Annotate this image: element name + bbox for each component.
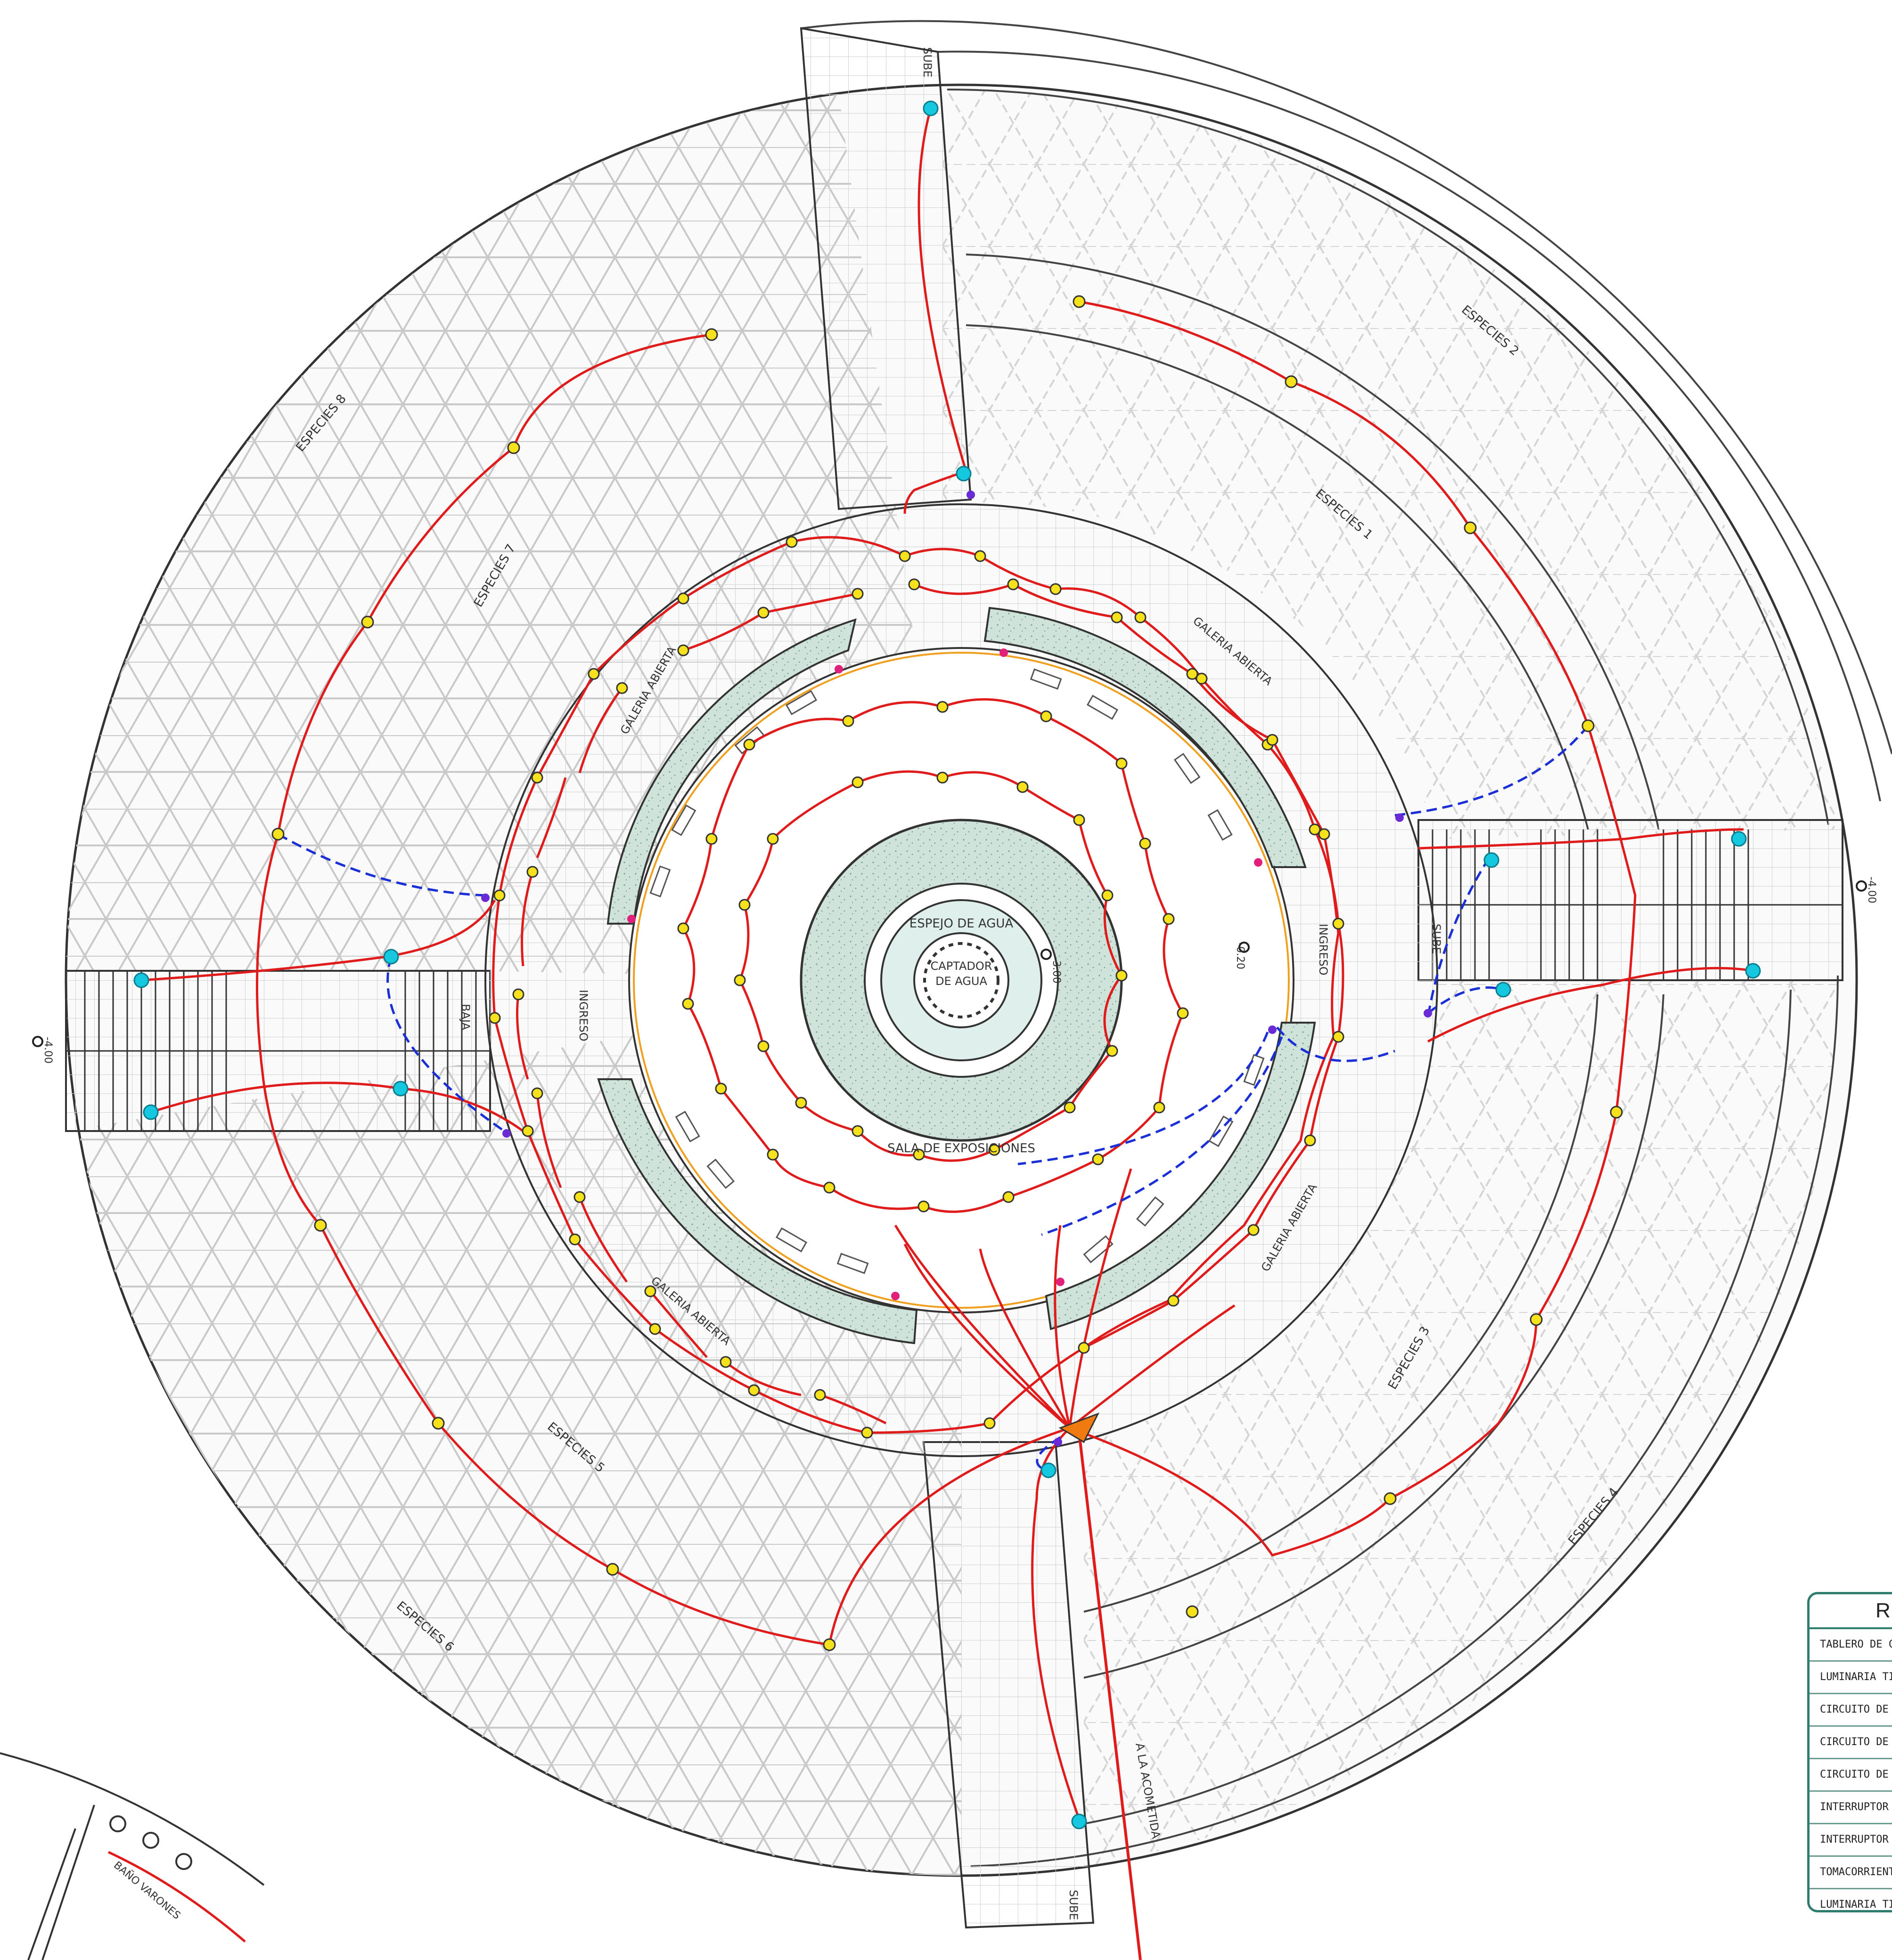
legend-row: TABLERO DE CON [1810, 1629, 1892, 1662]
outlets [627, 648, 1262, 1300]
label-bano: BAÑO VARONES [111, 1859, 183, 1922]
planters [597, 607, 1316, 1345]
level-inner: -0.20 [1234, 943, 1246, 969]
legend-row: CIRCUITO DE TOM [1810, 1727, 1892, 1759]
label-sube-s: SUBE [1067, 1890, 1080, 1920]
planter-northeast [983, 607, 1307, 868]
planter-northwest [606, 618, 857, 925]
legend-row: CIRCUITO DE ILUM [1810, 1694, 1892, 1727]
label-ingreso-e: INGRESO [1317, 924, 1330, 976]
level-east: -4.00 [1866, 877, 1877, 903]
label-baja: BAJA [459, 1004, 472, 1031]
electrical-panel-icon [1058, 1412, 1100, 1443]
legend: RE TABLERO DE CON LUMINARIA TIPO CIRCUIT… [1807, 1592, 1892, 1912]
sconces [133, 100, 1761, 1829]
restroom-fragment [0, 1752, 265, 1960]
ramp-arcs [801, 20, 1892, 1867]
level-west: -4.00 [42, 1037, 54, 1064]
label-sube-n: SUBE [921, 47, 934, 77]
corridor-north [800, 27, 972, 510]
planter-southwest [597, 1078, 918, 1345]
legend-row: INTERRUPTOR SI [1810, 1792, 1892, 1824]
label-sube-e: SUBE [1430, 924, 1443, 954]
zone-especies-southeast [1084, 980, 1838, 1866]
switch-circuits [277, 725, 1589, 1472]
legend-row: LUMINARIA TIPO [1820, 1899, 1892, 1911]
label-captador-2: DE AGUA [935, 975, 987, 988]
water-mirror [800, 819, 1123, 1142]
legend-row: TOMACORRIENTE [1810, 1857, 1892, 1889]
planter-southeast [1045, 1022, 1316, 1330]
legend-title: RE [1810, 1594, 1892, 1629]
label-captador-1: CAPTADOR [931, 959, 992, 973]
label-ingreso-w: INGRESO [577, 990, 590, 1042]
legend-row: INTERRUPTOR DO [1810, 1824, 1892, 1857]
label-espejo: ESPEJO DE AGUA [909, 917, 1014, 931]
legend-row: LUMINARIA TIPO [1810, 1662, 1892, 1694]
legend-row: CIRCUITO DE INT [1810, 1759, 1892, 1792]
zone-especies-east [942, 89, 1838, 839]
exhibition-tables [649, 668, 1265, 1274]
level-markers [32, 880, 1867, 1047]
luminaires [271, 295, 1623, 1651]
switches [481, 491, 1432, 1446]
level-center: -3.00 [1050, 957, 1062, 984]
label-sala: SALA DE EXPOSICIONES [887, 1141, 1035, 1156]
